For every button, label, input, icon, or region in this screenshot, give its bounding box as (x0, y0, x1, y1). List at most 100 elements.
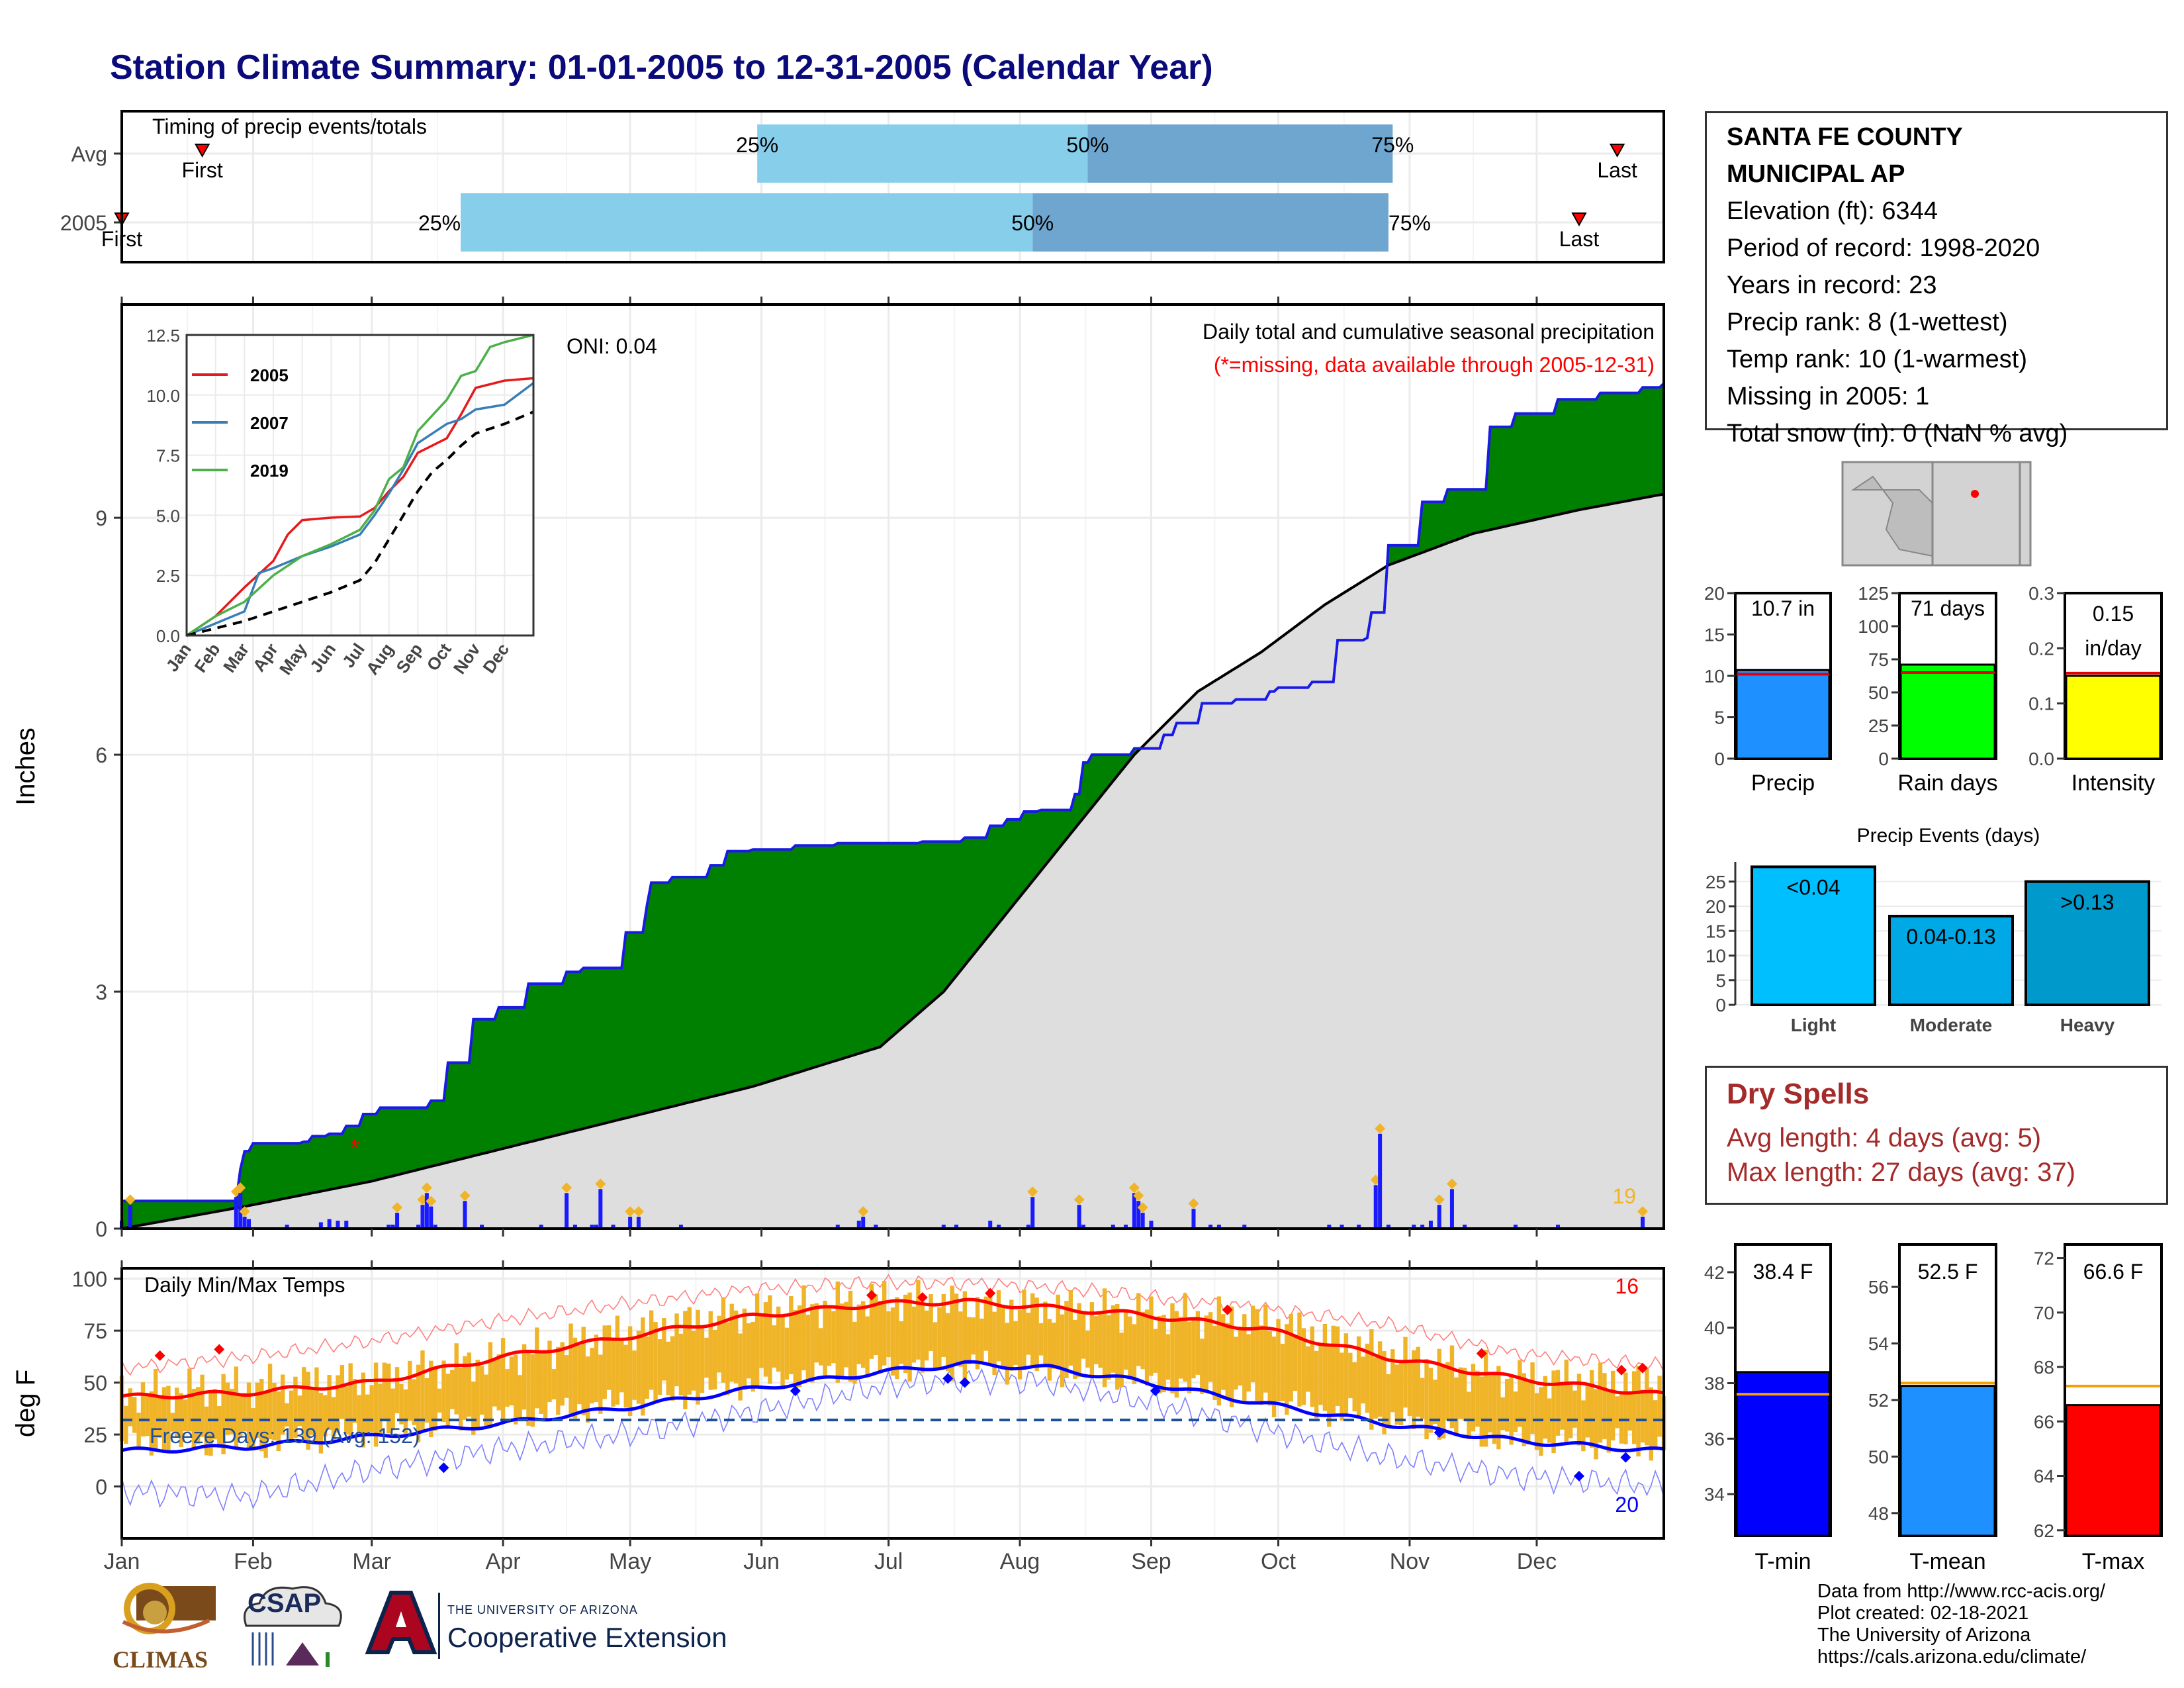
daily-temp-bar (768, 1295, 772, 1384)
daily-temp-bar (1496, 1366, 1501, 1450)
daily-precip-bar (1373, 1185, 1378, 1229)
daily-temp-bar (1407, 1361, 1412, 1417)
daily-temp-bar (1271, 1336, 1277, 1417)
record-min-marker (1150, 1385, 1161, 1397)
last-event-label: Last (1597, 158, 1637, 182)
record-max-marker (917, 1291, 928, 1303)
daily-temp-bar (1310, 1326, 1314, 1407)
daily-temp-bar (369, 1385, 374, 1432)
gauge-tick-label: 50 (1868, 682, 1889, 703)
quartile-label-25: 25% (418, 211, 461, 235)
daily-temp-bar (1043, 1301, 1048, 1366)
daily-temp-bar (784, 1327, 790, 1380)
daily-temp-bar (445, 1374, 451, 1427)
daily-temp-bar (200, 1374, 205, 1437)
daily-temp-bar (1386, 1374, 1391, 1427)
daily-temp-bar (691, 1331, 696, 1391)
daily-temp-bar (1009, 1299, 1014, 1371)
daily-temp-bar (1525, 1380, 1531, 1445)
daily-temp-bar (340, 1365, 345, 1419)
daily-temp-bar (1653, 1400, 1658, 1448)
daily-precip-bar (1412, 1225, 1416, 1229)
daily-temp-bar (941, 1293, 946, 1357)
record-min-marker (1433, 1427, 1445, 1438)
daily-temp-bar (678, 1333, 684, 1396)
record-precip-marker (459, 1190, 471, 1201)
daily-temp-bar (747, 1323, 751, 1379)
gauge-label: T-mean (1909, 1549, 1985, 1574)
csap-wordmark: CSAP (248, 1589, 322, 1618)
daily-precip-bar (594, 1225, 598, 1229)
daily-temp-bar (412, 1379, 416, 1425)
daily-temp-bar (1585, 1383, 1590, 1438)
daily-precip-bar (539, 1225, 543, 1229)
inset-y-label: 7.5 (156, 446, 180, 466)
daily-temp-bar (865, 1316, 870, 1377)
daily-temp-bar (1428, 1368, 1433, 1433)
y-axis-label: Inches (11, 727, 40, 806)
daily-temp-bar (1322, 1323, 1328, 1411)
daily-temp-bar (992, 1311, 997, 1376)
daily-temp-bar (403, 1389, 408, 1435)
csap-logo: CSAP (233, 1579, 352, 1679)
daily-precip-bar (997, 1225, 1001, 1229)
daily-temp-bar (585, 1356, 590, 1423)
daily-temp-bar (429, 1360, 433, 1437)
daily-temp-bar (1631, 1371, 1637, 1444)
event-bar-label: >0.13 (2061, 890, 2115, 914)
daily-temp-bar (1522, 1373, 1526, 1446)
daily-precip-bar (856, 1221, 861, 1229)
daily-temp-bar (1416, 1346, 1420, 1417)
daily-temp-bar (1539, 1387, 1543, 1456)
daily-temp-bar (733, 1310, 739, 1383)
daily-temp-bar (1013, 1321, 1018, 1365)
daily-temp-bar (408, 1360, 412, 1421)
temps-frame (120, 1267, 1665, 1540)
record-precip-marker (1128, 1182, 1140, 1194)
daily-temp-bar (323, 1395, 328, 1436)
daily-temp-bar (946, 1313, 950, 1372)
daily-temp-bar (242, 1393, 247, 1432)
quartile-bar-50-75 (1032, 193, 1388, 252)
daily-temp-bar (1077, 1303, 1081, 1378)
daily-temp-bar (1301, 1328, 1306, 1405)
daily-temp-bar (496, 1354, 501, 1411)
daily-temp-bar (1085, 1331, 1090, 1368)
gauge-tick-label: 10 (1704, 666, 1725, 686)
precip-gauges: 0 5 10 15 20 Precip 10.7 in 0 25 50 75 100 125 Rain d… (1704, 583, 2163, 796)
gauge-tick-label: 56 (1868, 1277, 1889, 1297)
daily-temp-bar (1615, 1396, 1619, 1429)
daily-temp-bar (293, 1376, 298, 1438)
record-min-count: 20 (1615, 1493, 1639, 1517)
daily-temp-bar (1183, 1293, 1187, 1382)
daily-precip-bar (590, 1225, 594, 1229)
daily-temp-bar (518, 1375, 522, 1419)
daily-temp-bar (1123, 1309, 1128, 1370)
daily-temp-bar (1340, 1352, 1344, 1421)
daily-temp-bar (1649, 1387, 1653, 1461)
month-label: Dec (1517, 1549, 1557, 1574)
map-state-az (1850, 475, 1933, 557)
daily-temp-bar (1052, 1323, 1056, 1369)
events-tick-label: 5 (1715, 970, 1726, 991)
daily-temp-bar (1479, 1376, 1484, 1447)
record-count-label: 19 (1612, 1184, 1636, 1208)
inset-legend-label: 2007 (250, 413, 289, 433)
daily-temp-bar (1250, 1305, 1255, 1383)
station-snow: Total snow (in): 0 (NaN % avg) (1727, 420, 2068, 447)
daily-temp-bar (632, 1350, 637, 1400)
y-tick-label: 25 (83, 1423, 107, 1447)
record-min-marker (1573, 1470, 1584, 1481)
inset-y-label: 12.5 (146, 326, 180, 346)
daily-temp-bar (535, 1327, 539, 1409)
cumulative-frame (120, 303, 1665, 1230)
daily-precip-bar (1081, 1225, 1086, 1229)
daily-temp-bar (1437, 1348, 1441, 1440)
inset-x-label: Dec (478, 639, 513, 677)
cumulative-2005-line (122, 382, 1665, 1203)
record-precip-marker (1188, 1198, 1199, 1209)
daily-temp-bar (327, 1375, 332, 1430)
daily-temp-bar (302, 1367, 306, 1443)
gauge-tick-label: 125 (1858, 583, 1889, 604)
